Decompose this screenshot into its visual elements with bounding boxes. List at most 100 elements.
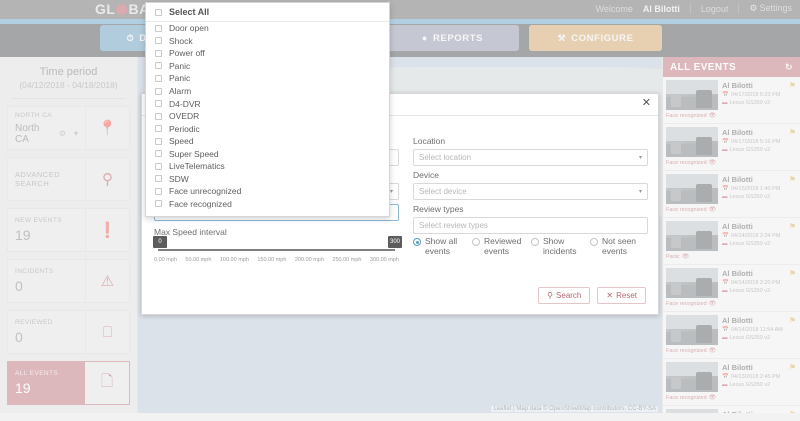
- event-type-option[interactable]: Shock: [146, 35, 389, 48]
- event-type-checkbox[interactable]: [155, 100, 162, 108]
- slider-tick-labels: 0.00 mph 50.00 mph 100.00 mph 150.00 mph 200…: [154, 257, 399, 263]
- event-type-label: Periodic: [169, 123, 200, 134]
- search-icon: ⚲: [547, 291, 554, 300]
- event-type-checkbox[interactable]: [155, 74, 162, 82]
- slider-tick: 0.00 mph: [154, 257, 177, 263]
- modal-header: ✕: [142, 94, 658, 116]
- event-type-checkbox[interactable]: [155, 150, 162, 158]
- close-icon: ✕: [606, 291, 614, 300]
- event-type-label: Panic: [169, 60, 191, 71]
- event-type-option[interactable]: Speed: [146, 135, 389, 148]
- device-wrap: Device Select device ▾: [413, 170, 648, 200]
- location-label: Location: [413, 136, 446, 146]
- event-type-label: Speed: [169, 136, 194, 147]
- review-types-wrap: Review types Select review types: [413, 204, 648, 234]
- event-type-option[interactable]: LiveTelematics: [146, 160, 389, 173]
- view-option-label: Reviewed events: [484, 236, 522, 256]
- event-type-option[interactable]: Door open: [146, 22, 389, 35]
- select-all-label: Select All: [169, 7, 210, 17]
- reset-button[interactable]: ✕ Reset: [597, 287, 646, 304]
- search-button[interactable]: ⚲ Search: [538, 287, 591, 304]
- event-type-option[interactable]: Face unrecognized: [146, 185, 389, 198]
- slider-tick: 200.00 mph: [294, 257, 324, 263]
- event-type-label: LiveTelematics: [169, 161, 225, 172]
- event-types-options: Door open Shock Power off Panic Panic Alarm D4…: [146, 22, 389, 216]
- event-type-checkbox[interactable]: [155, 175, 162, 183]
- event-type-option[interactable]: Panic: [146, 60, 389, 73]
- view-option-label: Show all events: [425, 236, 458, 256]
- event-type-label: Panic: [169, 73, 191, 84]
- slider-track[interactable]: 0 300: [153, 236, 402, 251]
- event-types-dropdown[interactable]: Select All Door open Shock Power off Panic P…: [145, 2, 390, 217]
- location-placeholder: Select location: [419, 153, 472, 162]
- device-placeholder: Select device: [419, 187, 467, 196]
- slider-tick: 250.00 mph: [332, 257, 362, 263]
- select-all-checkbox[interactable]: [155, 8, 162, 16]
- close-icon[interactable]: ✕: [641, 97, 651, 109]
- event-type-label: SDW: [169, 173, 189, 184]
- view-option-label: Show incidents: [543, 236, 577, 256]
- view-option-show-incidents[interactable]: Show incidents: [531, 236, 589, 257]
- event-type-option[interactable]: Power off: [146, 47, 389, 60]
- view-option-radio[interactable]: [590, 238, 598, 246]
- event-type-option[interactable]: SDW: [146, 173, 389, 186]
- event-type-checkbox[interactable]: [155, 187, 162, 195]
- chevron-down-icon: ▾: [389, 189, 393, 195]
- event-type-label: Super Speed: [169, 148, 219, 159]
- event-type-label: Face unrecognized: [169, 186, 242, 197]
- max-speed-slider: Max Speed interval 0 300 0.00 mph 50.00 m…: [153, 227, 402, 263]
- event-type-option[interactable]: D4-DVR: [146, 97, 389, 110]
- event-type-checkbox[interactable]: [155, 37, 162, 45]
- event-type-checkbox[interactable]: [155, 112, 162, 120]
- event-type-checkbox[interactable]: [155, 87, 162, 95]
- reset-button-label: Reset: [616, 291, 637, 300]
- search-button-label: Search: [556, 291, 582, 300]
- chevron-down-icon: ▾: [638, 189, 642, 195]
- view-option-show-all-events[interactable]: Show all events: [413, 236, 471, 257]
- event-type-option[interactable]: Super Speed: [146, 147, 389, 160]
- event-type-option[interactable]: OVEDR: [146, 110, 389, 123]
- max-speed-title: Max Speed interval: [154, 227, 227, 237]
- event-type-checkbox[interactable]: [155, 49, 162, 57]
- review-types-select[interactable]: Select review types: [413, 217, 648, 234]
- event-type-checkbox[interactable]: [155, 137, 162, 145]
- event-type-label: OVEDR: [169, 111, 200, 122]
- location-select[interactable]: Select location ▾: [413, 149, 648, 166]
- event-type-option[interactable]: Panic: [146, 72, 389, 85]
- view-option-radio[interactable]: [531, 238, 539, 246]
- location-field: Location Select location ▾: [413, 136, 648, 173]
- slider-tick: 100.00 mph: [219, 257, 249, 263]
- device-label: Device: [413, 170, 439, 180]
- event-type-checkbox[interactable]: [155, 162, 162, 170]
- event-type-label: Shock: [169, 35, 193, 46]
- view-option-label: Not seen events: [602, 236, 637, 256]
- slider-handle-max[interactable]: 300: [388, 236, 402, 248]
- review-types-label: Review types: [413, 204, 464, 214]
- event-type-label: D4-DVR: [169, 98, 201, 109]
- slider-tick: 150.00 mph: [257, 257, 287, 263]
- event-type-label: Door open: [169, 23, 209, 34]
- event-type-checkbox[interactable]: [155, 125, 162, 133]
- event-type-checkbox[interactable]: [155, 24, 162, 32]
- modal-actions: ⚲ Search ✕ Reset: [538, 287, 646, 304]
- review-types-field: Review types Select review types: [413, 204, 648, 241]
- event-type-label: Alarm: [169, 86, 192, 96]
- location-wrap: Location Select location ▾: [413, 136, 648, 166]
- event-type-checkbox[interactable]: [155, 62, 162, 70]
- slider-tick: 300.00 mph: [369, 257, 399, 263]
- view-option-radio[interactable]: [413, 238, 421, 246]
- view-option-not-seen-events[interactable]: Not seen events: [590, 236, 648, 257]
- select-all-row[interactable]: Select All: [146, 3, 389, 22]
- event-type-label: Power off: [169, 48, 205, 59]
- view-option-radio[interactable]: [472, 238, 480, 246]
- event-type-label: Face recognized: [169, 198, 232, 209]
- review-types-placeholder: Select review types: [419, 221, 488, 230]
- slider-handle-min[interactable]: 0: [153, 236, 167, 248]
- event-type-option[interactable]: Periodic: [146, 122, 389, 135]
- device-select[interactable]: Select device ▾: [413, 183, 648, 200]
- view-options-group: Show all events Reviewed events Show incid…: [413, 236, 648, 257]
- slider-tick: 50.00 mph: [185, 257, 212, 263]
- view-option-reviewed-events[interactable]: Reviewed events: [472, 236, 530, 257]
- chevron-down-icon: ▾: [638, 155, 642, 161]
- event-type-option[interactable]: Alarm: [146, 85, 389, 98]
